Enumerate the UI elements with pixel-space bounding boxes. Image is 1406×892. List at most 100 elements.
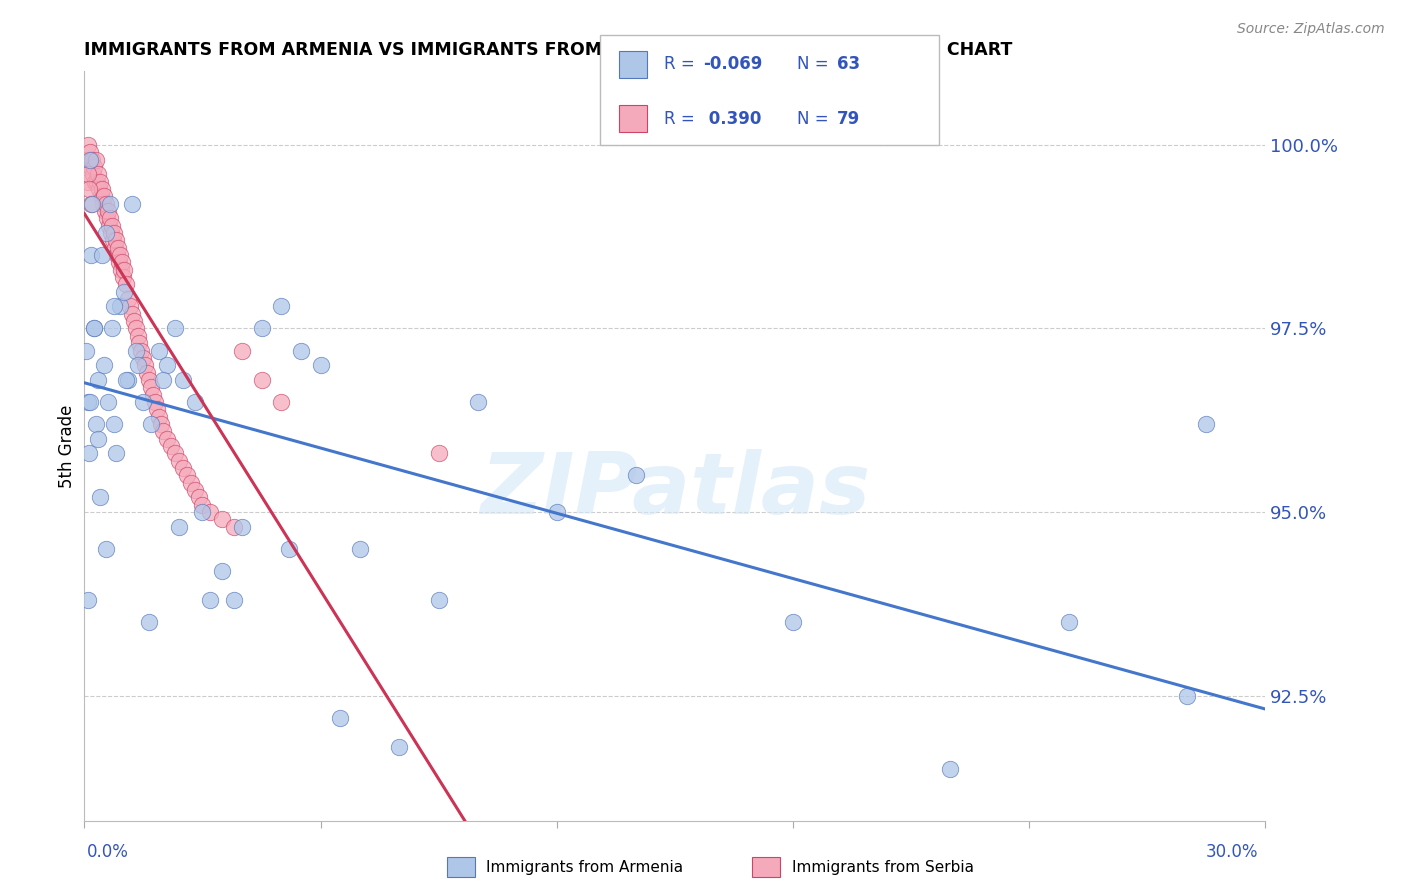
Point — [156, 358, 179, 372]
Point — [111, 255, 134, 269]
Point — [329, 711, 352, 725]
Point — [94, 196, 117, 211]
Point — [77, 153, 100, 167]
Point — [141, 417, 163, 431]
Point — [75, 153, 97, 167]
Point — [250, 321, 273, 335]
Point — [117, 292, 139, 306]
Point — [152, 425, 174, 439]
Point — [89, 175, 111, 189]
Point — [546, 505, 568, 519]
Text: 0.0%: 0.0% — [87, 843, 129, 861]
Point — [82, 153, 104, 167]
Point — [167, 520, 190, 534]
Point — [112, 285, 135, 299]
Text: R =: R = — [664, 110, 700, 128]
Text: N =: N = — [797, 55, 834, 73]
Point — [427, 593, 450, 607]
Point — [105, 248, 128, 262]
Text: 0.390: 0.390 — [703, 110, 762, 128]
Point — [211, 564, 233, 578]
Point — [101, 233, 124, 247]
Point — [388, 740, 411, 755]
Point — [79, 395, 101, 409]
Point — [939, 762, 962, 776]
Point — [131, 343, 153, 358]
Point — [187, 491, 209, 505]
Text: 30.0%: 30.0% — [1206, 843, 1258, 861]
Point — [89, 182, 111, 196]
Text: IMMIGRANTS FROM ARMENIA VS IMMIGRANTS FROM SERBIA 5TH GRADE CORRELATION CHART: IMMIGRANTS FROM ARMENIA VS IMMIGRANTS FR… — [84, 41, 1012, 59]
Text: N =: N = — [797, 110, 834, 128]
Point — [83, 160, 105, 174]
Point — [183, 395, 205, 409]
Point — [211, 512, 233, 526]
Point — [77, 593, 100, 607]
Point — [76, 167, 98, 181]
Point — [180, 475, 202, 490]
Point — [167, 453, 190, 467]
Point — [108, 255, 131, 269]
Point — [427, 446, 450, 460]
Point — [250, 373, 273, 387]
Point — [82, 167, 104, 181]
Point — [75, 343, 97, 358]
Point — [121, 196, 143, 211]
Point — [132, 351, 155, 365]
Point — [87, 432, 110, 446]
Point — [98, 196, 121, 211]
Point — [163, 321, 186, 335]
Text: Immigrants from Serbia: Immigrants from Serbia — [792, 860, 973, 874]
Point — [98, 211, 121, 226]
Point — [97, 203, 120, 218]
Point — [94, 541, 117, 556]
Point — [148, 343, 170, 358]
Point — [112, 262, 135, 277]
Point — [231, 520, 253, 534]
Text: ZIPatlas: ZIPatlas — [479, 450, 870, 533]
Point — [91, 248, 114, 262]
Point — [103, 226, 125, 240]
Point — [624, 468, 647, 483]
Point — [104, 233, 127, 247]
Point — [191, 498, 214, 512]
Text: R =: R = — [664, 55, 700, 73]
Point — [278, 541, 301, 556]
Point — [82, 196, 104, 211]
Point — [103, 300, 125, 314]
Point — [100, 226, 122, 240]
Text: Source: ZipAtlas.com: Source: ZipAtlas.com — [1237, 22, 1385, 37]
Point — [127, 328, 149, 343]
Point — [1057, 615, 1080, 630]
Point — [124, 321, 146, 335]
Y-axis label: 5th Grade: 5th Grade — [58, 404, 76, 488]
Point — [96, 211, 118, 226]
Point — [222, 520, 245, 534]
Point — [160, 439, 183, 453]
Point — [290, 343, 312, 358]
Point — [200, 593, 222, 607]
Point — [91, 182, 114, 196]
Point — [89, 491, 111, 505]
Point — [782, 615, 804, 630]
Point — [138, 615, 160, 630]
Point — [114, 277, 136, 292]
Point — [83, 321, 105, 335]
Text: -0.069: -0.069 — [703, 55, 762, 73]
Point — [122, 314, 145, 328]
Point — [97, 395, 120, 409]
Point — [94, 226, 117, 240]
Point — [1195, 417, 1218, 431]
Point — [132, 395, 155, 409]
Point — [86, 175, 108, 189]
Point — [79, 145, 101, 160]
Point — [270, 395, 292, 409]
Point — [76, 137, 98, 152]
Point — [142, 387, 165, 401]
Point — [270, 300, 292, 314]
Point — [136, 366, 159, 380]
Point — [163, 446, 186, 460]
Point — [104, 241, 127, 255]
Point — [83, 321, 105, 335]
Text: 79: 79 — [837, 110, 860, 128]
